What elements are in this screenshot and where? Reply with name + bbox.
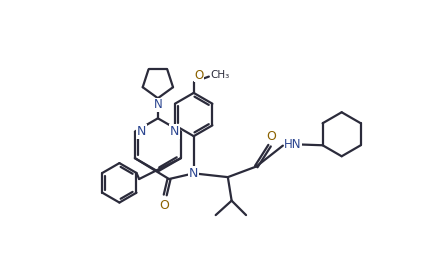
Text: N: N (189, 167, 198, 180)
Text: O: O (159, 199, 169, 212)
Text: N: N (154, 98, 162, 111)
Text: N: N (170, 125, 179, 138)
Text: HN: HN (284, 138, 301, 151)
Text: O: O (266, 129, 276, 143)
Text: O: O (195, 69, 204, 82)
Text: N: N (137, 125, 146, 138)
Text: CH₃: CH₃ (211, 70, 230, 80)
